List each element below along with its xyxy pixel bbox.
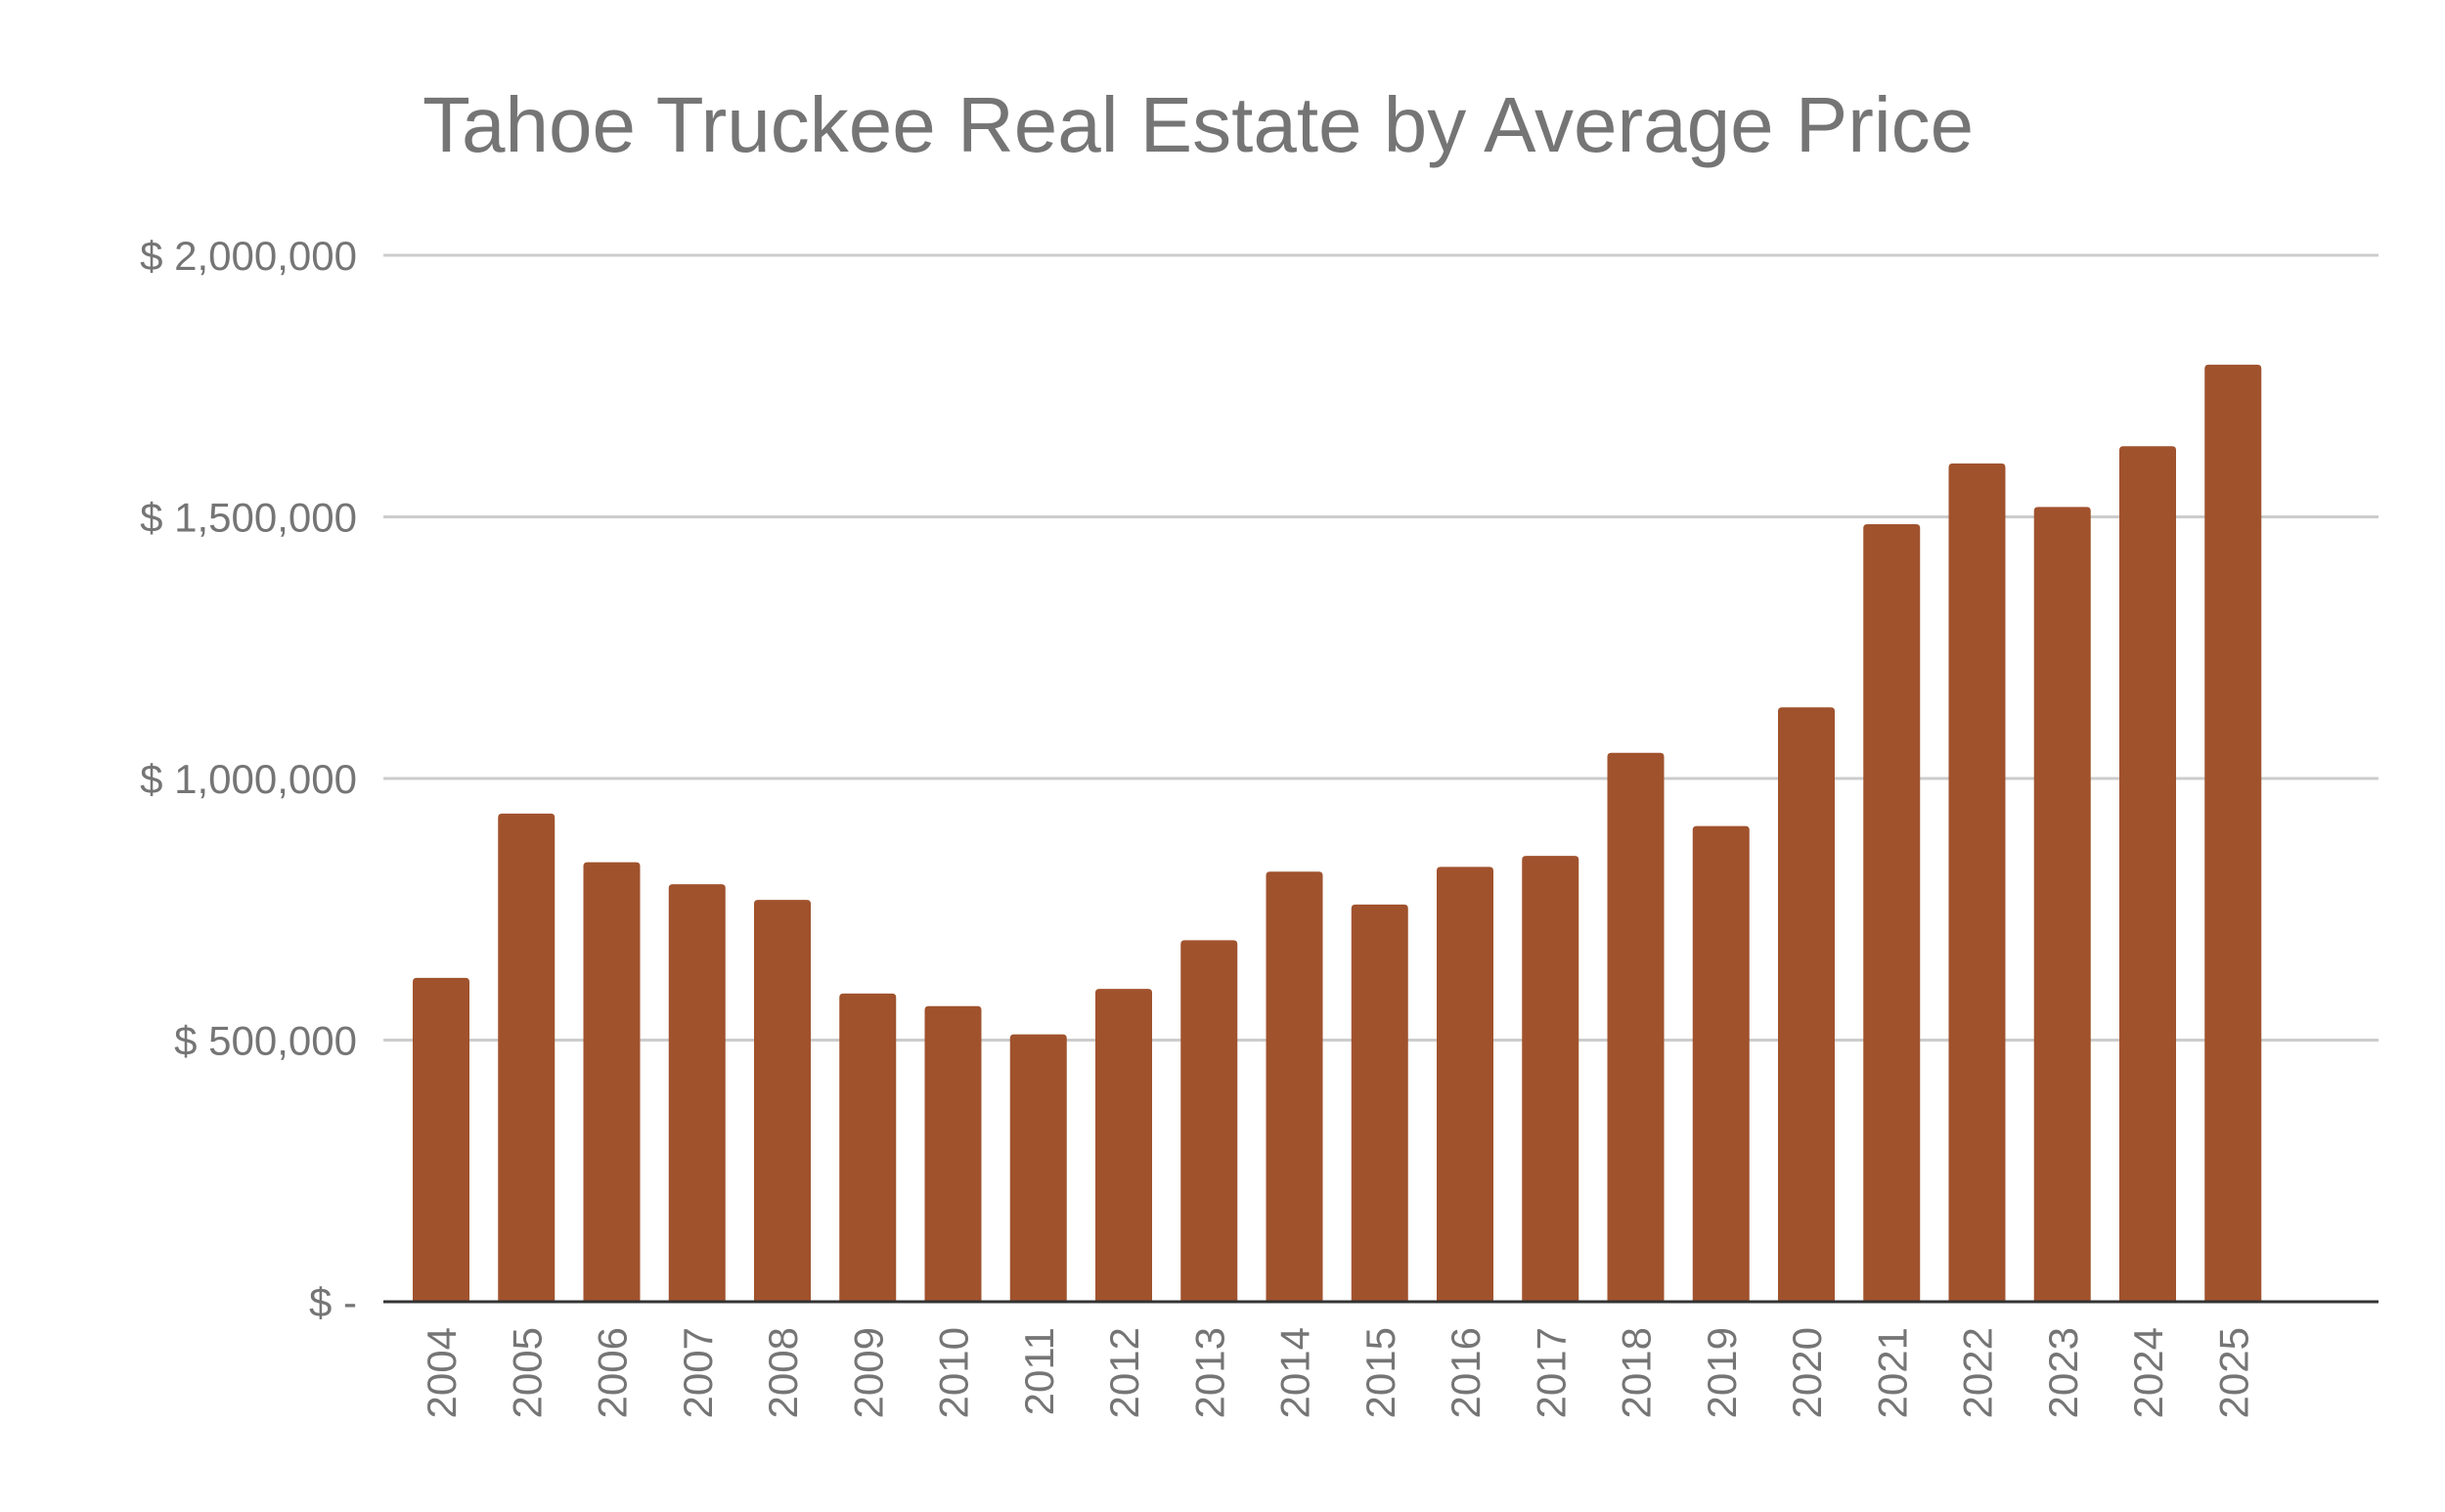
bar-2010 <box>924 1005 982 1302</box>
y-tick-label: $ 1,500,000 <box>140 495 357 541</box>
x-tick-label: 2008 <box>760 1327 806 1418</box>
x-tick-label: 2024 <box>2125 1327 2171 1418</box>
bar-2020 <box>1778 707 1835 1302</box>
x-tick-label: 2014 <box>1272 1327 1318 1418</box>
bar-2019 <box>1692 825 1750 1302</box>
x-axis-labels: 2004 2005 2006 2007 2008 2009 2010 2011 2012 2013… <box>419 1327 2256 1418</box>
x-tick-label: 2016 <box>1443 1327 1489 1418</box>
x-tick-label: 2015 <box>1357 1327 1403 1418</box>
x-tick-label: 2025 <box>2210 1327 2256 1418</box>
bar-2014 <box>1266 871 1323 1302</box>
bar-2012 <box>1095 989 1152 1302</box>
x-tick-label: 2017 <box>1528 1327 1574 1418</box>
bar-2011 <box>1009 1034 1067 1302</box>
x-tick-label: 2012 <box>1101 1327 1147 1418</box>
bar-2007 <box>668 884 726 1302</box>
x-tick-label: 2013 <box>1186 1327 1232 1418</box>
x-tick-label: 2009 <box>845 1327 891 1418</box>
bar-2005 <box>498 813 556 1302</box>
bar-2009 <box>839 993 897 1302</box>
x-tick-label: 2020 <box>1784 1327 1830 1418</box>
bar-2022 <box>1948 463 2006 1302</box>
y-tick-label: $ 1,000,000 <box>140 756 357 802</box>
y-tick-label: $ 2,000,000 <box>140 233 357 279</box>
x-tick-label: 2007 <box>675 1327 721 1418</box>
bar-2023 <box>2033 507 2091 1302</box>
bar-2017 <box>1522 856 1579 1302</box>
bar-2016 <box>1437 867 1493 1302</box>
x-tick-label: 2022 <box>1955 1327 2001 1418</box>
x-tick-label: 2005 <box>504 1327 550 1418</box>
x-tick-label: 2018 <box>1614 1327 1660 1418</box>
x-tick-label: 2006 <box>590 1327 636 1418</box>
x-tick-label: 2011 <box>1016 1327 1062 1415</box>
y-tick-label: $ 500,000 <box>174 1018 357 1064</box>
bar-2018 <box>1607 752 1665 1302</box>
y-axis-labels: $ - $ 500,000 $ 1,000,000 $ 1,500,000 $ 2,00… <box>140 233 357 1325</box>
bars <box>413 364 2262 1302</box>
bar-2015 <box>1351 904 1408 1302</box>
bar-2006 <box>583 862 641 1302</box>
x-tick-label: 2004 <box>419 1327 465 1418</box>
x-tick-label: 2010 <box>931 1327 977 1418</box>
y-tick-label: $ - <box>309 1279 357 1325</box>
bar-2013 <box>1180 940 1238 1302</box>
bar-2025 <box>2204 364 2262 1302</box>
bar-2008 <box>754 900 811 1302</box>
bar-2024 <box>2119 446 2176 1302</box>
bar-2021 <box>1863 523 1921 1302</box>
x-tick-label: 2023 <box>2040 1327 2086 1418</box>
x-tick-label: 2021 <box>1869 1327 1915 1418</box>
x-tick-label: 2019 <box>1699 1327 1745 1418</box>
bar-2004 <box>413 977 469 1302</box>
chart-title: Tahoe Truckee Real Estate by Average Pri… <box>422 81 1974 168</box>
